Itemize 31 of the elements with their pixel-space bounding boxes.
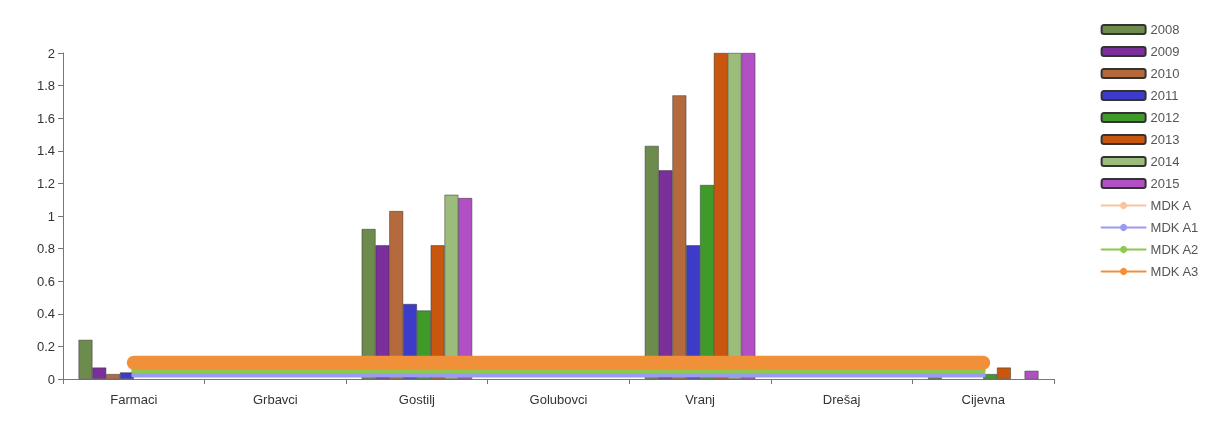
x-tick-label: Farmaci bbox=[110, 392, 158, 407]
x-tick-label: Gostilj bbox=[398, 392, 436, 407]
x-tick-label: Cijevna bbox=[961, 392, 1006, 407]
y-tick-label: 0.8 bbox=[36, 241, 55, 257]
y-tick-label: 0.4 bbox=[36, 306, 55, 322]
legend-label: MDK A3 bbox=[1150, 264, 1199, 279]
y-tick-label: 1 bbox=[47, 208, 55, 224]
y-tick-label: 1.2 bbox=[36, 175, 55, 191]
legend-label: 2010 bbox=[1150, 66, 1180, 81]
y-tick-label: 0.2 bbox=[36, 338, 55, 354]
legend-label: MDK A2 bbox=[1150, 242, 1199, 257]
x-tick-label: Grbavci bbox=[252, 392, 298, 407]
y-tick-label: 1.6 bbox=[36, 110, 55, 126]
legend-label: 2008 bbox=[1150, 22, 1180, 37]
legend-label: 2009 bbox=[1150, 44, 1180, 59]
y-tick-label: 0 bbox=[47, 371, 55, 387]
legend-label: 2011 bbox=[1150, 88, 1179, 103]
legend-label: 2015 bbox=[1150, 176, 1180, 191]
x-tick-label: Vranj bbox=[685, 392, 716, 407]
y-tick-label: 1.4 bbox=[36, 143, 55, 159]
bar bbox=[1024, 370, 1039, 379]
x-tick-label: Drešaj bbox=[822, 392, 861, 407]
legend-label: 2012 bbox=[1150, 110, 1180, 125]
y-tick-label: 0.6 bbox=[36, 273, 55, 289]
legend-label: 2014 bbox=[1150, 154, 1180, 169]
y-tick-label: 1.8 bbox=[36, 78, 55, 94]
y-tick-label: 2 bbox=[47, 45, 55, 61]
legend-label: 2013 bbox=[1150, 132, 1180, 147]
x-tick-label: Golubovci bbox=[529, 392, 588, 407]
legend-label: MDK A bbox=[1150, 198, 1192, 213]
legend-label: MDK A1 bbox=[1150, 220, 1199, 235]
